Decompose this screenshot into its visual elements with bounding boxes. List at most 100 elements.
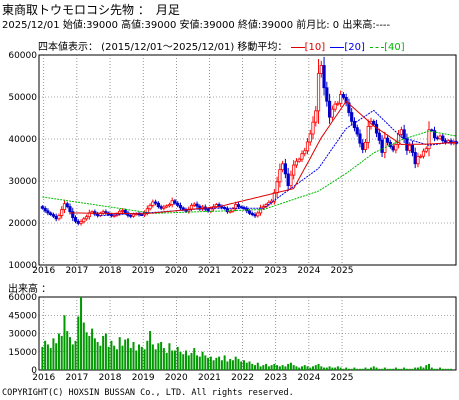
volume-bar — [85, 332, 88, 370]
volume-bar — [104, 333, 107, 370]
price-x-tick-label: 2023 — [264, 266, 287, 276]
volume-bar — [52, 338, 55, 370]
candle-body — [173, 200, 177, 204]
volume-bar — [212, 360, 215, 370]
candle-body — [250, 212, 254, 215]
price-x-tick-label: 2017 — [65, 266, 88, 276]
volume-bar — [383, 367, 386, 370]
volume-bar — [419, 366, 422, 370]
volume-bar — [184, 350, 187, 370]
volume-bar — [118, 337, 121, 370]
candle-body — [275, 181, 279, 194]
volume-y-tick-label: 45000 — [8, 311, 37, 321]
volume-bar — [428, 363, 431, 370]
volume-bar — [287, 363, 290, 370]
candle-body — [303, 150, 307, 155]
candle-body — [325, 87, 329, 102]
candle-body — [355, 127, 359, 135]
candle-body — [435, 137, 439, 140]
volume-bar — [303, 365, 306, 370]
candle-body — [361, 142, 365, 150]
ma20-line-swatch — [330, 46, 345, 48]
volume-bar — [441, 368, 444, 370]
volume-x-tick-label: 2016 — [32, 373, 55, 383]
volume-bar — [204, 355, 207, 370]
volume-bar — [88, 335, 91, 370]
candle-body — [112, 215, 116, 217]
volume-bar — [267, 366, 270, 370]
volume-bar — [422, 367, 425, 370]
volume-bar — [207, 357, 210, 370]
candle-body — [57, 215, 61, 220]
volume-bar — [281, 365, 284, 370]
candle-body — [300, 153, 304, 160]
ma40-line — [42, 130, 457, 214]
volume-bar — [242, 360, 245, 370]
candle-body — [397, 133, 401, 145]
candle-body — [73, 217, 78, 222]
candle-body — [62, 203, 67, 210]
candle-body — [148, 204, 152, 210]
volume-bar — [292, 365, 295, 370]
candle-body — [380, 139, 384, 153]
volume-bar — [265, 363, 268, 370]
price-y-tick-label: 40000 — [8, 135, 37, 145]
candle-body — [327, 100, 332, 118]
candle-body — [352, 120, 357, 129]
ma10-line — [69, 100, 457, 215]
volume-bar — [450, 368, 453, 370]
volume-bar — [289, 362, 292, 370]
volume-bar — [57, 333, 60, 370]
volume-bar — [60, 335, 63, 370]
candle-body — [60, 209, 64, 216]
volume-bar — [256, 362, 259, 370]
price-y-tick-label: 20000 — [8, 219, 37, 229]
volume-bar — [198, 356, 201, 370]
volume-bar — [400, 368, 403, 370]
volume-bar — [444, 368, 447, 370]
volume-bar — [229, 359, 232, 370]
volume-bar — [102, 335, 105, 370]
volume-bar — [248, 361, 251, 370]
volume-bar — [240, 361, 243, 370]
candle-body — [189, 204, 194, 210]
volume-bar — [312, 366, 315, 370]
candle-body — [336, 102, 340, 105]
volume-title: 出来高 ： — [8, 284, 52, 295]
volume-y-tick-label: 0 — [31, 366, 37, 376]
candle-body — [79, 221, 83, 224]
candle-body — [419, 155, 423, 158]
candle-body — [430, 129, 434, 132]
volume-bar — [345, 367, 348, 370]
candle-body — [156, 202, 160, 208]
volume-bar — [124, 339, 127, 370]
volume-bar — [403, 367, 406, 370]
legend-ma20: [20] — [344, 42, 365, 53]
volume-bar — [439, 367, 442, 370]
volume-bar — [295, 366, 298, 370]
volume-bar — [339, 367, 342, 370]
volume-bar — [154, 349, 157, 370]
volume-bar — [394, 367, 397, 370]
candle-body — [385, 137, 390, 143]
candle-body — [104, 211, 108, 214]
price-x-tick-label: 2018 — [99, 266, 122, 276]
candle-body — [292, 164, 296, 176]
volume-bar — [317, 363, 320, 370]
candle-body — [314, 110, 318, 123]
volume-bar — [328, 366, 331, 370]
candle-body — [432, 130, 437, 139]
volume-bar — [397, 368, 400, 370]
legend-range-text: 四本値表示： (2015/12/01～2025/12/01) 移動平均： — [38, 42, 288, 53]
volume-bar — [416, 367, 419, 370]
price-y-tick-label: 30000 — [8, 177, 37, 187]
volume-y-tick-label: 15000 — [8, 348, 37, 358]
candle-body — [192, 203, 196, 206]
volume-bar — [132, 342, 135, 370]
volume-bar — [367, 368, 370, 370]
candle-body — [311, 121, 315, 135]
candle-body — [129, 215, 133, 217]
candle-body — [120, 209, 125, 212]
candle-body — [51, 214, 56, 217]
candle-body — [281, 163, 285, 171]
